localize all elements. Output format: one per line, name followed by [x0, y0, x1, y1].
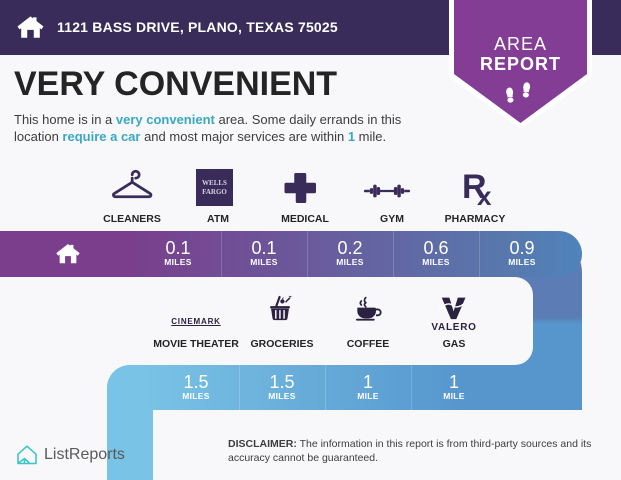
svg-text:VALERO: VALERO — [431, 322, 476, 333]
